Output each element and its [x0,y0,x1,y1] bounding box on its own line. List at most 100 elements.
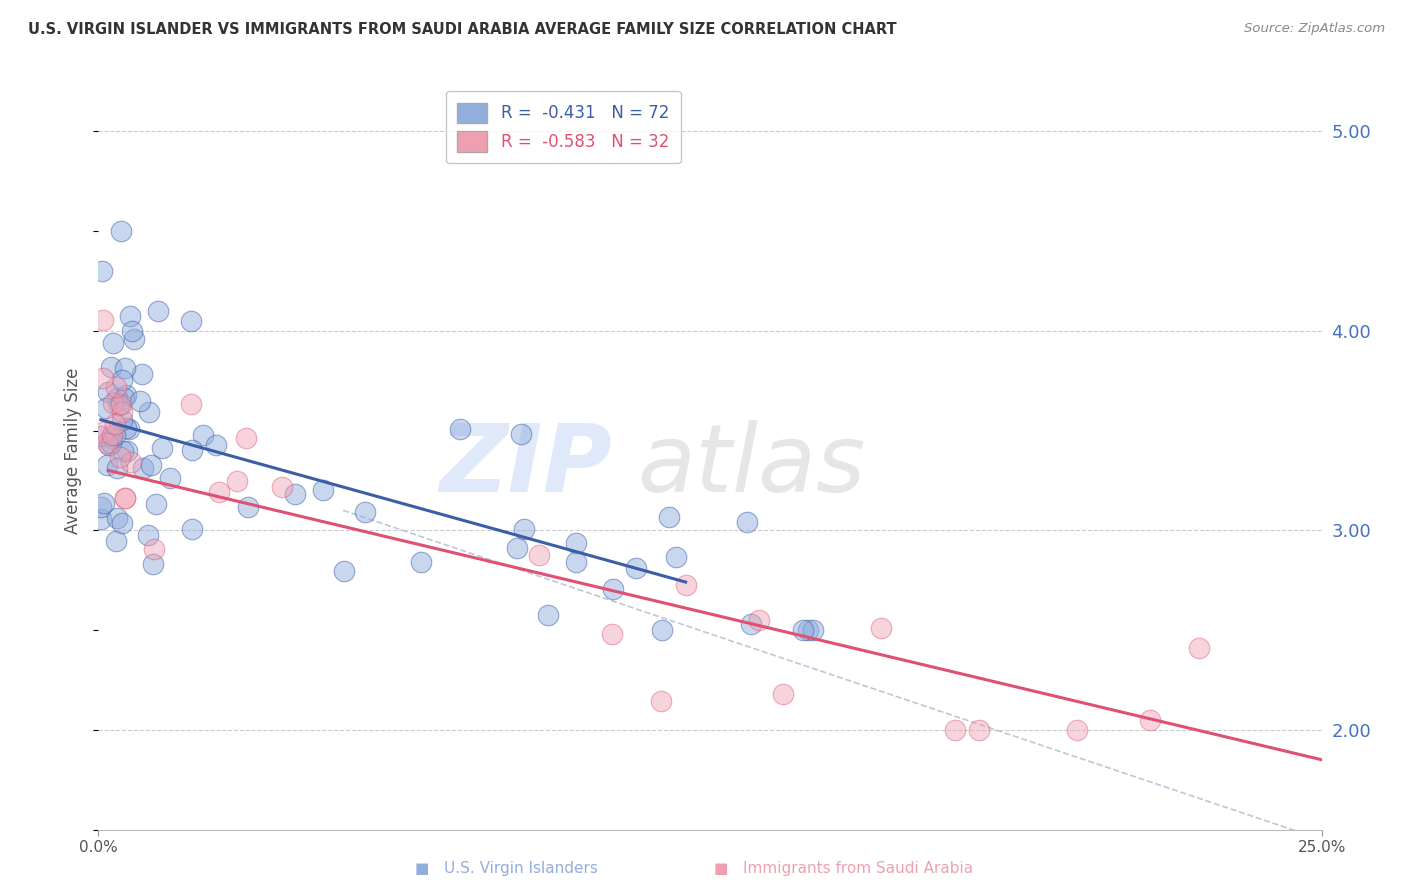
Point [142,557,165,571]
Point [97,438,120,452]
Point [506,541,529,555]
Point [100,435,122,450]
Point [145,497,167,511]
Point [600,627,623,641]
Point [1139,713,1161,727]
Point [141,458,163,472]
Point [235,431,257,445]
Point [226,474,249,488]
Point [138,405,160,419]
Point [510,427,533,442]
Text: U.S. VIRGIN ISLANDER VS IMMIGRANTS FROM SAUDI ARABIA AVERAGE FAMILY SIZE CORRELA: U.S. VIRGIN ISLANDER VS IMMIGRANTS FROM … [28,22,897,37]
Point [142,542,165,557]
Point [104,428,127,442]
Legend: R =  -0.431   N = 72, R =  -0.583   N = 32: R = -0.431 N = 72, R = -0.583 N = 32 [446,91,681,163]
Point [96,458,118,472]
Point [90,264,112,278]
Point [91,425,114,439]
Point [124,332,146,346]
Point [181,442,204,457]
Point [91,313,114,327]
Point [772,687,794,701]
Point [100,360,122,375]
Text: ■   U.S. Virgin Islanders: ■ U.S. Virgin Islanders [415,861,598,876]
Point [91,371,114,385]
Y-axis label: Average Family Size: Average Family Size [65,368,83,533]
Point [108,398,131,412]
Point [650,694,672,708]
Point [105,533,128,548]
Point [96,435,118,450]
Point [121,324,143,338]
Point [602,582,624,596]
Point [105,511,128,525]
Point [236,500,259,515]
Point [748,613,770,627]
Point [90,429,112,443]
Point [105,460,128,475]
Point [735,515,758,529]
Point [312,483,335,497]
Text: Source: ZipAtlas.com: Source: ZipAtlas.com [1244,22,1385,36]
Point [132,461,155,475]
Point [96,401,118,415]
Point [97,385,120,400]
Text: ■   Immigrants from Saudi Arabia: ■ Immigrants from Saudi Arabia [714,861,973,876]
Point [193,428,215,442]
Point [146,303,169,318]
Point [114,491,136,506]
Point [114,361,136,376]
Point [118,422,141,436]
Point [180,314,202,328]
Point [180,397,202,411]
Point [740,616,762,631]
Text: atlas: atlas [637,420,865,511]
Point [1188,641,1211,656]
Point [101,336,124,351]
Point [284,487,307,501]
Point [114,388,136,402]
Point [104,380,127,394]
Point [100,431,122,445]
Point [181,522,204,536]
Point [624,561,647,575]
Point [449,422,471,436]
Point [117,444,139,458]
Point [111,405,134,419]
Point [159,471,181,485]
Point [111,413,134,427]
Point [112,391,135,405]
Point [90,500,112,514]
Point [565,555,588,569]
Point [105,391,128,405]
Point [114,491,136,505]
Point [537,607,560,622]
Point [409,555,432,569]
Point [527,549,550,563]
Text: ZIP: ZIP [439,419,612,512]
Point [111,516,134,530]
Point [943,723,966,737]
Point [101,396,124,410]
Point [110,397,132,411]
Point [101,428,124,442]
Point [333,564,356,578]
Point [112,443,135,458]
Point [150,442,173,456]
Point [120,455,142,469]
Point [675,578,697,592]
Point [651,623,673,637]
Point [512,522,534,536]
Point [208,485,231,500]
Point [90,512,112,526]
Point [110,224,132,238]
Point [797,623,820,637]
Point [136,528,159,542]
Point [270,480,292,494]
Point [131,368,153,382]
Point [93,496,115,510]
Point [1066,723,1088,737]
Point [118,309,141,323]
Point [104,417,127,432]
Point [111,373,134,387]
